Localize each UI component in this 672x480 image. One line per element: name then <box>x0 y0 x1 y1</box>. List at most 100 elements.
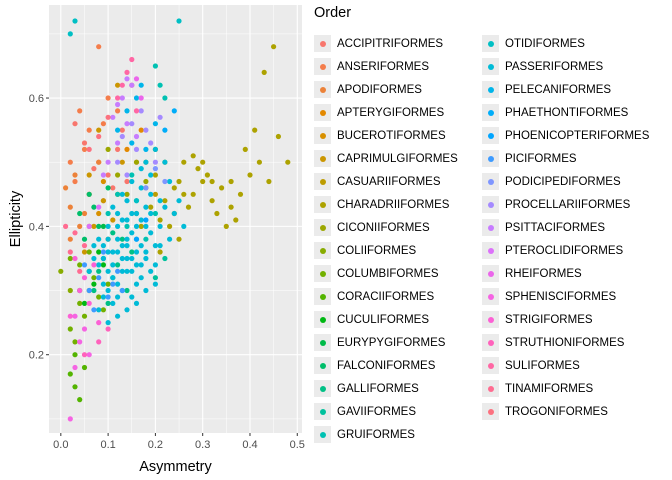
legend-label: GRUIFORMES <box>337 428 415 441</box>
point-anseriformes <box>96 44 102 50</box>
legend-item-apodiformes: APODIFORMES <box>314 78 482 101</box>
point-galliformes <box>115 262 121 268</box>
point-falconiformes <box>105 185 111 191</box>
point-passeriformes <box>105 249 111 255</box>
point-passeriformes <box>143 255 149 262</box>
point-passeriformes <box>152 281 158 287</box>
legend-label: PICIFORMES <box>505 152 577 165</box>
point-passeriformes <box>148 210 154 217</box>
point-caprimulgiformes <box>91 223 97 229</box>
point-piciformes <box>81 262 88 268</box>
point-psittaciformes <box>115 140 121 146</box>
point-strigiformes <box>91 262 97 268</box>
legend-item-cuculiformes: CUCULIFORMES <box>314 308 482 331</box>
x-axis: 0.0 0.1 0.2 0.3 0.4 0.5 <box>53 433 305 451</box>
point-suliformes <box>119 82 125 88</box>
legend-dot-icon <box>319 362 326 369</box>
legend-label: CICONIIFORMES <box>337 221 430 234</box>
point-psittaciformes <box>133 133 140 140</box>
point-coliiformes <box>67 287 73 294</box>
legend-column-1: ACCIPITRIFORMES ANSERIFORMES APODIFORMES AP… <box>314 32 482 446</box>
point-charadriiformes <box>200 178 206 185</box>
point-psittaciformes <box>105 159 111 165</box>
point-accipitriformes <box>115 146 121 152</box>
legend-label: PROCELLARIIFORMES <box>505 198 631 211</box>
point-accipitriformes <box>110 185 116 191</box>
y-tick-label: 0.6 <box>29 93 44 105</box>
point-passeriformes <box>143 287 149 294</box>
point-charadriiformes <box>176 178 182 185</box>
legend-dot-icon <box>319 431 326 438</box>
x-tick-label: 0.4 <box>242 439 257 451</box>
legend-item-podicipediformes: PODICIPEDIFORMES <box>482 170 649 193</box>
point-procellariiformes <box>148 140 154 146</box>
point-charadriiformes <box>228 204 234 210</box>
point-gruiformes <box>143 236 149 242</box>
legend-key <box>482 196 499 213</box>
point-suliformes <box>115 95 121 101</box>
legend-dot-icon <box>319 270 326 277</box>
point-falconiformes <box>96 223 102 229</box>
point-accipitriformes <box>124 178 130 185</box>
legend-label: PTEROCLIDIFORMES <box>505 244 624 257</box>
point-piciformes <box>86 287 92 294</box>
point-passeriformes <box>152 146 158 152</box>
point-eurypygiformes <box>100 223 106 229</box>
point-anseriformes <box>86 127 92 133</box>
legend-item-eurypygiformes: EURYPYGIFORMES <box>314 331 482 354</box>
point-passeriformes <box>162 204 168 210</box>
x-tick-label: 0.0 <box>53 439 68 451</box>
point-charadriiformes <box>228 178 234 185</box>
point-passeriformes <box>105 287 111 294</box>
point-coraciiformes <box>77 397 83 403</box>
point-passeriformes <box>133 249 140 255</box>
point-passeriformes <box>119 268 125 274</box>
legend-item-ciconiiformes: CICONIIFORMES <box>314 216 482 239</box>
point-pelecaniformes <box>152 121 158 127</box>
point-passeriformes <box>133 300 140 306</box>
point-otidiformes <box>176 18 182 24</box>
legend-label: FALCONIFORMES <box>337 359 436 372</box>
point-charadriiformes <box>252 127 258 133</box>
point-otidiformes <box>133 198 140 204</box>
point-passeriformes <box>110 262 116 268</box>
legend-dot-icon <box>487 339 494 346</box>
point-charadriiformes <box>176 236 182 242</box>
legend-key <box>314 357 331 374</box>
point-passeriformes <box>100 255 106 262</box>
point-accipitriformes <box>81 140 88 146</box>
point-passeriformes <box>110 204 116 210</box>
point-coraciiformes <box>67 371 73 377</box>
point-passeriformes <box>152 262 158 268</box>
legend-key <box>482 219 499 236</box>
point-charadriiformes <box>247 172 253 178</box>
x-tick-label: 0.2 <box>148 439 163 451</box>
point-procellariiformes <box>138 108 144 114</box>
legend-label: PELECANIFORMES <box>505 83 612 96</box>
point-podicipediformes <box>162 178 168 185</box>
point-ciconiiformes <box>124 191 130 197</box>
point-passeriformes <box>129 255 135 262</box>
point-gaviiformes <box>152 275 158 281</box>
legend-key <box>482 265 499 282</box>
point-gruiformes <box>105 210 111 217</box>
point-passeriformes <box>105 223 111 229</box>
point-passeriformes <box>138 166 144 172</box>
point-passeriformes <box>115 313 121 319</box>
point-procellariiformes <box>115 159 121 165</box>
legend-dot-icon <box>319 247 326 254</box>
legend-item-phaethontiformes: PHAETHONTIFORMES <box>482 101 649 124</box>
legend-key <box>482 104 499 121</box>
data-points <box>58 18 291 422</box>
point-cuculiformes <box>100 262 106 268</box>
point-pelecaniformes <box>129 140 135 146</box>
point-psittaciformes <box>124 76 130 82</box>
point-pelecaniformes <box>143 146 149 152</box>
legend-key <box>482 127 499 144</box>
point-ciconiiformes <box>115 172 121 178</box>
point-apterygiformes <box>124 146 130 152</box>
point-passeriformes <box>181 223 187 229</box>
point-tinamiformes <box>72 230 78 236</box>
point-podicipediformes <box>143 185 149 191</box>
point-strigiformes <box>96 320 102 326</box>
